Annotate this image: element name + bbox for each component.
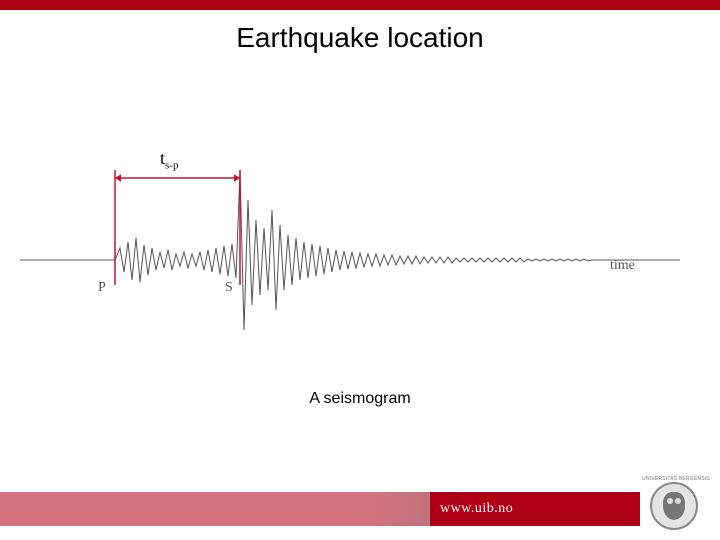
university-crest: UNIVERSITAS BERGENSIS [650, 482, 702, 534]
time-axis-label: time [610, 258, 635, 274]
footer-fade-left [0, 492, 430, 526]
slide-title: Earthquake location [0, 22, 720, 54]
seismogram-svg [20, 130, 700, 350]
tsp-label: ts-p [160, 148, 178, 172]
top-border [0, 0, 720, 10]
seismogram-diagram: ts-p P S time [20, 130, 700, 350]
tsp-arrow-right-head [234, 174, 240, 182]
crest-ring [650, 482, 698, 530]
tsp-arrow-left-head [115, 174, 121, 182]
seismic-trace [20, 170, 680, 330]
slide: Earthquake location ts-p P S time A seis… [0, 0, 720, 540]
s-wave-label: S [225, 280, 233, 296]
owl-icon [663, 492, 685, 520]
tsp-sub: s-p [165, 160, 178, 172]
footer-band: www.uib.no [0, 492, 720, 526]
footer-url: www.uib.no [440, 492, 513, 526]
p-wave-label: P [98, 280, 106, 296]
crest-banner-text: UNIVERSITAS BERGENSIS [642, 476, 710, 482]
seismogram-caption: A seismogram [0, 390, 720, 408]
